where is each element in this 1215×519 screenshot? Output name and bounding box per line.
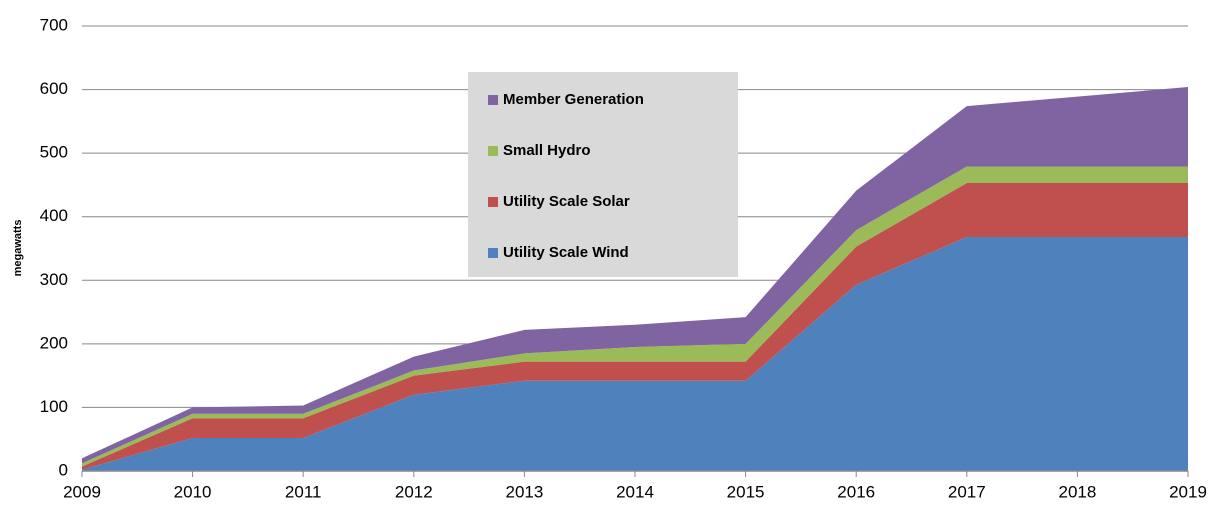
legend-label: Utility Scale Solar [503,193,630,210]
legend: Utility Scale Wind Utility Scale Solar Sma… [468,72,738,277]
area [82,183,1188,470]
legend-swatch [488,197,498,207]
y-tick-label: 200 [40,333,68,352]
x-tick-label: 2013 [505,482,543,501]
legend-label: Small Hydro [503,142,591,159]
y-tick-label: 0 [59,460,68,479]
area [82,237,1188,471]
x-tick-label: 2010 [174,482,212,501]
x-tick-label: 2019 [1169,482,1207,501]
x-tick-label: 2014 [616,482,654,501]
y-tick-label: 700 [40,15,68,34]
legend-swatch [488,95,498,105]
x-tick-label: 2012 [395,482,433,501]
x-tick-label: 2016 [837,482,875,501]
y-tick-label: 400 [40,206,68,225]
x-tick-label: 2017 [948,482,986,501]
x-tick-label: 2011 [285,482,322,501]
legend-box [468,72,738,277]
area [82,87,1188,464]
y-axis-label: megawatts [12,220,24,277]
x-tick-label: 2018 [1058,482,1096,501]
y-tick-label: 600 [40,79,68,98]
legend-label: Member Generation [503,91,644,108]
legend-swatch [488,248,498,258]
y-tick-label: 500 [40,143,68,162]
x-tick-label: 2009 [63,482,101,501]
legend-label: Utility Scale Wind [503,244,629,261]
legend-swatch [488,146,498,156]
y-tick-label: 300 [40,270,68,289]
x-tick-label: 2015 [727,482,765,501]
y-tick-label: 100 [40,397,68,416]
